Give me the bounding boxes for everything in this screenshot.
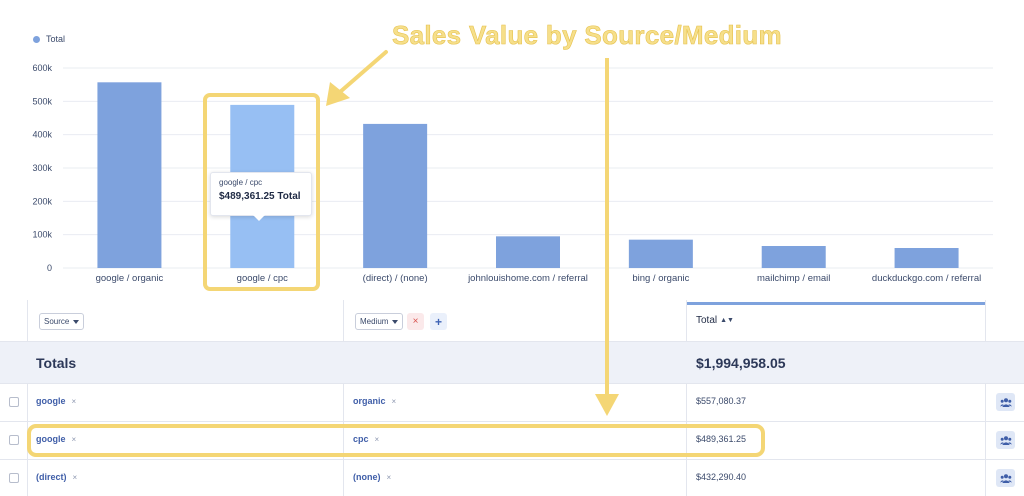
medium-value: cpc — [353, 434, 369, 444]
close-icon[interactable]: × — [391, 396, 397, 406]
table-row: google × cpc × $489,361.25 — [0, 422, 1024, 460]
row-checkbox[interactable] — [9, 473, 19, 483]
data-table: Source Medium × + Total ▲▼ Totals $1,994… — [0, 300, 1024, 496]
legend-swatch — [33, 35, 40, 43]
bar[interactable] — [496, 236, 560, 268]
total-value: $557,080.37 — [696, 396, 747, 406]
tooltip-value: $489,361.25 Total — [219, 191, 301, 202]
close-icon[interactable]: × — [374, 434, 380, 444]
bar[interactable] — [628, 239, 693, 268]
total-value: $432,290.40 — [696, 472, 747, 482]
tooltip-label: google / cpc — [219, 178, 263, 187]
x-tick-label: duckduckgo.com / referral — [872, 273, 981, 284]
table-row: google × organic × $557,080.37 — [0, 384, 1024, 422]
highlight-box-bar — [203, 93, 320, 291]
remove-dimension-button[interactable]: × — [407, 313, 424, 330]
medium-value: organic — [353, 396, 386, 406]
column-divider — [343, 300, 344, 496]
table-row: (direct) × (none) × $432,290.40 — [0, 460, 1024, 496]
column-divider — [686, 300, 687, 496]
bar[interactable] — [761, 246, 826, 268]
y-tick-label: 500k — [32, 96, 52, 106]
users-button[interactable] — [996, 393, 1015, 411]
close-icon[interactable]: × — [72, 472, 78, 482]
source-chip[interactable]: google × — [36, 434, 76, 444]
users-button[interactable] — [996, 469, 1015, 487]
x-tick-label: google / cpc — [237, 273, 288, 284]
chevron-down-icon — [392, 319, 399, 324]
users-icon — [999, 435, 1012, 445]
medium-dropdown-label: Medium — [360, 317, 389, 326]
medium-chip[interactable]: (none) × — [353, 472, 391, 482]
bar[interactable] — [894, 248, 959, 268]
column-divider — [985, 300, 986, 496]
add-dimension-button[interactable]: + — [430, 313, 447, 330]
chart-tooltip: google / cpc $489,361.25 Total — [210, 172, 312, 216]
chart-legend[interactable]: Total — [33, 34, 65, 44]
y-tick-label: 100k — [32, 230, 52, 240]
tooltip-pointer — [253, 215, 265, 221]
users-button[interactable] — [996, 431, 1015, 449]
users-icon — [999, 397, 1012, 407]
x-tick-label: mailchimp / email — [757, 273, 830, 284]
row-checkbox[interactable] — [9, 435, 19, 445]
source-value: google — [36, 434, 66, 444]
bar[interactable] — [363, 123, 428, 268]
sort-icon[interactable]: ▲▼ — [720, 317, 734, 324]
close-icon[interactable]: × — [71, 396, 77, 406]
bar[interactable] — [97, 82, 162, 268]
highlight-box-row — [27, 424, 765, 457]
close-icon[interactable]: × — [386, 472, 392, 482]
y-tick-label: 600k — [32, 63, 52, 73]
x-tick-label: johnlouishome.com / referral — [467, 273, 588, 284]
medium-dropdown[interactable]: Medium — [355, 313, 404, 330]
row-checkbox[interactable] — [9, 397, 19, 407]
close-icon[interactable]: × — [71, 434, 77, 444]
y-tick-label: 0 — [47, 263, 52, 273]
source-chip[interactable]: google × — [36, 396, 76, 406]
y-tick-label: 400k — [32, 130, 52, 140]
source-chip[interactable]: (direct) × — [36, 472, 77, 482]
source-dropdown[interactable]: Source — [39, 313, 85, 330]
x-tick-label: bing / organic — [632, 273, 689, 284]
medium-chip[interactable]: cpc × — [353, 434, 379, 444]
x-tick-label: google / organic — [96, 273, 164, 284]
totals-label: Totals — [36, 355, 77, 371]
total-column-header[interactable]: Total ▲▼ — [696, 315, 734, 326]
total-column-label: Total — [696, 315, 718, 326]
column-divider — [27, 300, 28, 496]
totals-row: Totals $1,994,958.05 — [0, 342, 1024, 384]
totals-value: $1,994,958.05 — [696, 355, 786, 371]
legend-label: Total — [46, 34, 66, 44]
annotation-title: Sales Value by Source/Medium — [392, 20, 782, 51]
chevron-down-icon — [73, 319, 80, 324]
bar-chart: 0 100k 200k 300k 400k 500k 600k google / organi… — [32, 63, 993, 284]
users-icon — [999, 473, 1012, 483]
y-tick-label: 200k — [32, 196, 52, 206]
sorted-column-indicator — [687, 302, 985, 305]
source-value: (direct) — [36, 472, 67, 482]
medium-value: (none) — [353, 472, 381, 482]
table-header-row: Source Medium × + Total ▲▼ — [0, 300, 1024, 342]
medium-chip[interactable]: organic × — [353, 396, 396, 406]
y-tick-label: 300k — [32, 163, 52, 173]
x-tick-label: (direct) / (none) — [363, 273, 428, 284]
source-value: google — [36, 396, 66, 406]
source-dropdown-label: Source — [44, 317, 70, 326]
total-value: $489,361.25 — [696, 434, 747, 444]
